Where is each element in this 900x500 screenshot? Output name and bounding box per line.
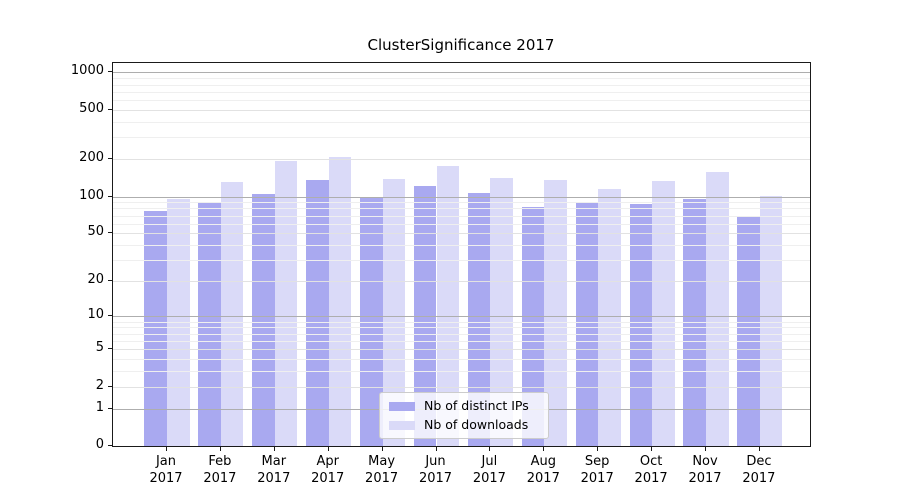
- y-tick-mark: [108, 108, 112, 110]
- x-tick-label: Dec 2017: [742, 454, 776, 486]
- bar-downloads: [544, 179, 567, 446]
- legend: Nb of distinct IPs Nb of downloads: [379, 392, 549, 439]
- x-tick-label: Jan 2017: [149, 454, 183, 486]
- y-tick-label: 50: [87, 224, 104, 240]
- bar-downloads: [167, 199, 190, 446]
- x-tick-mark: [758, 447, 760, 451]
- bar-downloads: [598, 188, 621, 446]
- bar-downloads: [436, 166, 460, 446]
- x-tick-mark: [327, 447, 329, 451]
- y-tick-mark: [108, 158, 112, 160]
- y-tick-label: 1: [95, 399, 104, 415]
- bars-layer: [113, 63, 810, 446]
- bar-downloads: [274, 160, 298, 446]
- bar-distinct-ips: [575, 202, 599, 446]
- x-tick-mark: [273, 447, 275, 451]
- bar-downloads: [652, 181, 675, 446]
- x-tick-label: Mar 2017: [257, 454, 291, 486]
- y-tick-mark: [108, 195, 112, 197]
- y-tick-mark: [108, 71, 112, 73]
- bar-distinct-ips: [629, 203, 653, 446]
- x-tick-mark: [166, 447, 167, 451]
- x-tick-label: Jun 2017: [418, 454, 453, 486]
- bar-downloads: [706, 171, 729, 446]
- x-tick-mark: [543, 447, 545, 451]
- y-tick-label: 2: [95, 377, 104, 393]
- bar-distinct-ips: [413, 186, 437, 446]
- y-tick-mark: [108, 315, 112, 317]
- bar-downloads: [220, 182, 244, 446]
- x-tick-label: Sep 2017: [580, 454, 614, 486]
- y-tick-mark: [108, 348, 112, 350]
- y-tick-label: 200: [79, 150, 104, 166]
- x-tick-mark: [489, 447, 491, 451]
- bar-distinct-ips: [306, 179, 329, 446]
- bar-distinct-ips: [737, 217, 760, 446]
- x-tick-label: Feb 2017: [203, 454, 237, 486]
- x-tick-mark: [651, 447, 653, 451]
- legend-label: Nb of distinct IPs: [424, 398, 529, 413]
- x-tick-label: Nov 2017: [688, 454, 722, 486]
- y-tick-mark: [108, 232, 112, 234]
- y-tick-mark: [108, 385, 112, 387]
- bar-distinct-ips: [467, 192, 491, 446]
- bar-distinct-ips: [252, 193, 275, 446]
- x-tick-label: Apr 2017: [311, 454, 345, 486]
- legend-swatch-distinct-ips: [389, 401, 415, 411]
- x-tick-mark: [381, 447, 383, 451]
- y-tick-label: 100: [79, 187, 104, 203]
- y-tick-label: 0: [95, 437, 104, 452]
- y-tick-mark: [108, 280, 112, 282]
- y-tick-label: 5: [95, 340, 104, 356]
- x-tick-mark: [219, 447, 221, 451]
- y-tick-mark: [108, 407, 112, 409]
- legend-item-downloads: Nb of downloads: [389, 418, 540, 432]
- legend-item-distinct-ips: Nb of distinct IPs: [389, 399, 540, 413]
- bar-downloads: [328, 157, 352, 446]
- y-tick-label: 20: [87, 272, 104, 288]
- legend-swatch-downloads: [389, 420, 415, 430]
- legend-label: Nb of downloads: [424, 417, 529, 432]
- bar-distinct-ips: [198, 203, 221, 446]
- y-tick-label: 500: [79, 100, 104, 116]
- plot-area: Nb of distinct IPs Nb of downloads: [112, 62, 811, 447]
- x-tick-mark: [597, 447, 599, 451]
- bar-downloads: [759, 195, 783, 446]
- bar-distinct-ips: [521, 207, 545, 446]
- x-tick-label: Aug 2017: [526, 454, 560, 486]
- x-tick-mark: [705, 447, 706, 451]
- bar-distinct-ips: [144, 211, 167, 446]
- y-tick-label: 10: [87, 307, 104, 323]
- y-tick-label: 1000: [70, 63, 104, 79]
- chart-title: ClusterSignificance 2017: [367, 36, 555, 54]
- bar-distinct-ips: [683, 198, 706, 446]
- x-tick-mark: [435, 447, 437, 451]
- x-tick-label: May 2017: [365, 454, 399, 486]
- y-tick-mark: [108, 445, 112, 446]
- x-tick-label: Oct 2017: [634, 454, 668, 486]
- bar-downloads: [490, 178, 513, 446]
- x-tick-label: Jul 2017: [472, 454, 506, 486]
